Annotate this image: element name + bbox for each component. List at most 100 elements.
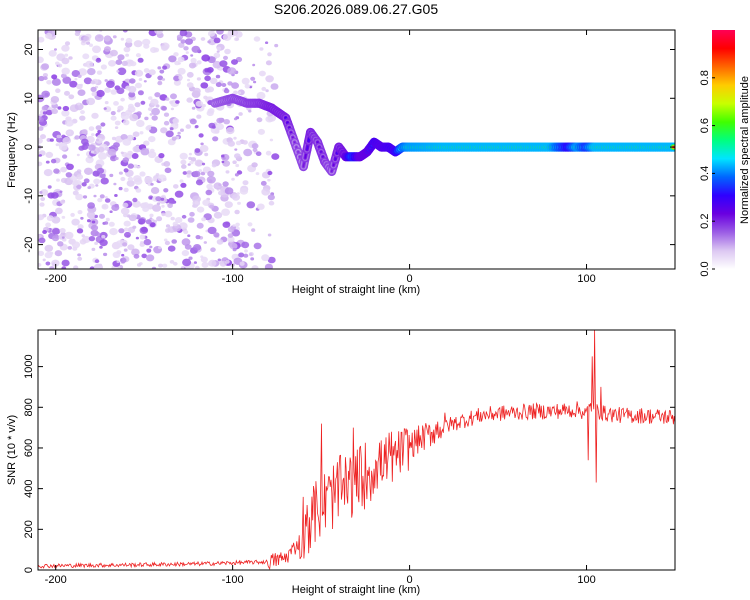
heatmap-speckle — [149, 222, 156, 228]
chart-title: S206.2026.089.06.27.G05 — [274, 1, 438, 17]
heatmap-speckle — [58, 143, 68, 151]
heatmap-speckle — [95, 125, 102, 131]
heatmap-speckle — [253, 242, 262, 250]
heatmap-speckle — [195, 100, 204, 107]
heatmap-speckle — [265, 60, 272, 66]
heatmap-speckle — [143, 238, 152, 246]
heatmap-speckle — [181, 164, 187, 169]
heatmap-speckle — [181, 238, 191, 246]
heatmap-speckle — [194, 159, 204, 167]
heatmap-speckle — [239, 187, 249, 195]
heatmap-speckle — [79, 239, 87, 245]
heatmap-speckle — [181, 214, 187, 219]
heatmap-speckle — [160, 127, 168, 134]
heatmap-speckle — [216, 239, 224, 245]
heatmap-speckle — [128, 201, 132, 205]
heatmap-speckle — [131, 153, 139, 159]
heatmap-speckle — [241, 77, 250, 85]
heatmap-speckle — [255, 172, 260, 176]
heatmap-speckle — [119, 239, 124, 243]
heatmap-speckle — [267, 178, 271, 182]
heatmap-speckle — [132, 200, 141, 208]
heatmap-speckle — [82, 53, 90, 60]
heatmap-speckle — [125, 53, 129, 57]
heatmap-speckle — [173, 261, 178, 266]
heatmap-speckle — [88, 214, 95, 220]
heatmap-speckle — [186, 174, 191, 178]
heatmap-speckle — [120, 176, 126, 182]
heatmap-speckle — [77, 74, 82, 79]
heatmap-speckle — [187, 217, 195, 223]
heatmap-speckle — [168, 199, 175, 205]
heatmap-speckle — [99, 239, 108, 247]
heatmap-speckle — [91, 112, 99, 119]
heatmap-speckle — [94, 241, 98, 245]
heatmap-speckle — [87, 202, 95, 209]
heatmap-speckle — [257, 203, 265, 210]
heatmap-speckle — [206, 86, 214, 93]
heatmap-frame — [37, 29, 676, 270]
heatmap-speckle — [128, 85, 137, 93]
snr-plot-area — [38, 330, 675, 570]
heatmap-speckle — [171, 136, 177, 141]
heatmap-speckle — [193, 261, 197, 264]
heatmap-speckle — [141, 253, 147, 259]
heatmap-speckle — [103, 252, 108, 257]
heatmap-speckle — [153, 219, 158, 223]
heatmap-speckle — [121, 60, 128, 66]
heatmap-speckle — [193, 244, 202, 251]
heatmap-speckle — [238, 252, 245, 258]
heatmap-speckle — [122, 30, 128, 33]
heatmap-speckle — [133, 253, 140, 259]
heatmap-xtick-label: -200 — [45, 273, 67, 285]
heatmap-speckle — [71, 218, 80, 226]
heatmap-speckle — [221, 208, 231, 216]
heatmap-speckle — [163, 161, 171, 167]
heatmap-speckle — [44, 251, 53, 259]
heatmap-speckle — [97, 197, 103, 203]
heatmap-speckle — [171, 239, 177, 244]
heatmap-speckle — [86, 97, 96, 106]
heatmap-speckle — [147, 107, 153, 111]
heatmap-speckle — [111, 204, 120, 211]
snr-ytick-label: 0 — [23, 567, 35, 573]
heatmap-speckle — [120, 207, 130, 215]
heatmap-speckle — [80, 110, 85, 115]
heatmap-speckle — [149, 148, 155, 153]
heatmap-speckle — [200, 255, 204, 258]
heatmap-speckle — [143, 80, 147, 83]
heatmap-speckle — [210, 247, 216, 252]
heatmap-speckle — [81, 138, 89, 145]
snr-ytick-label: 200 — [23, 520, 35, 538]
heatmap-speckle — [151, 115, 158, 121]
heatmap-speckle — [234, 153, 241, 159]
heatmap-speckle — [120, 151, 124, 155]
heatmap-speckle — [235, 37, 240, 41]
heatmap-speckle — [180, 128, 184, 132]
heatmap-speckle — [122, 80, 126, 84]
heatmap-speckle — [265, 89, 269, 93]
heatmap-speckle — [91, 247, 96, 251]
heatmap-speckle — [110, 89, 118, 95]
colorbar-tick-label: 0.0 — [699, 261, 711, 276]
heatmap-speckle — [38, 75, 45, 82]
heatmap-speckle — [195, 265, 200, 269]
heatmap-speckle — [41, 63, 50, 70]
heatmap-speckle — [44, 244, 54, 252]
heatmap-speckle — [133, 40, 143, 48]
heatmap-speckle — [49, 138, 54, 142]
heatmap-speckle — [59, 190, 63, 193]
heatmap-speckle — [132, 131, 140, 137]
heatmap-speckle — [198, 133, 204, 138]
heatmap-speckle — [61, 215, 66, 219]
heatmap-speckle — [134, 102, 141, 108]
colorbar-tick-label: 0.2 — [699, 214, 711, 229]
heatmap-speckle — [194, 200, 199, 205]
heatmap-speckle — [99, 213, 105, 219]
heatmap-speckle — [103, 36, 111, 42]
heatmap-speckle — [231, 193, 241, 201]
heatmap-speckle — [137, 57, 144, 63]
heatmap-speckle — [125, 37, 133, 44]
heatmap-speckle — [196, 114, 202, 119]
